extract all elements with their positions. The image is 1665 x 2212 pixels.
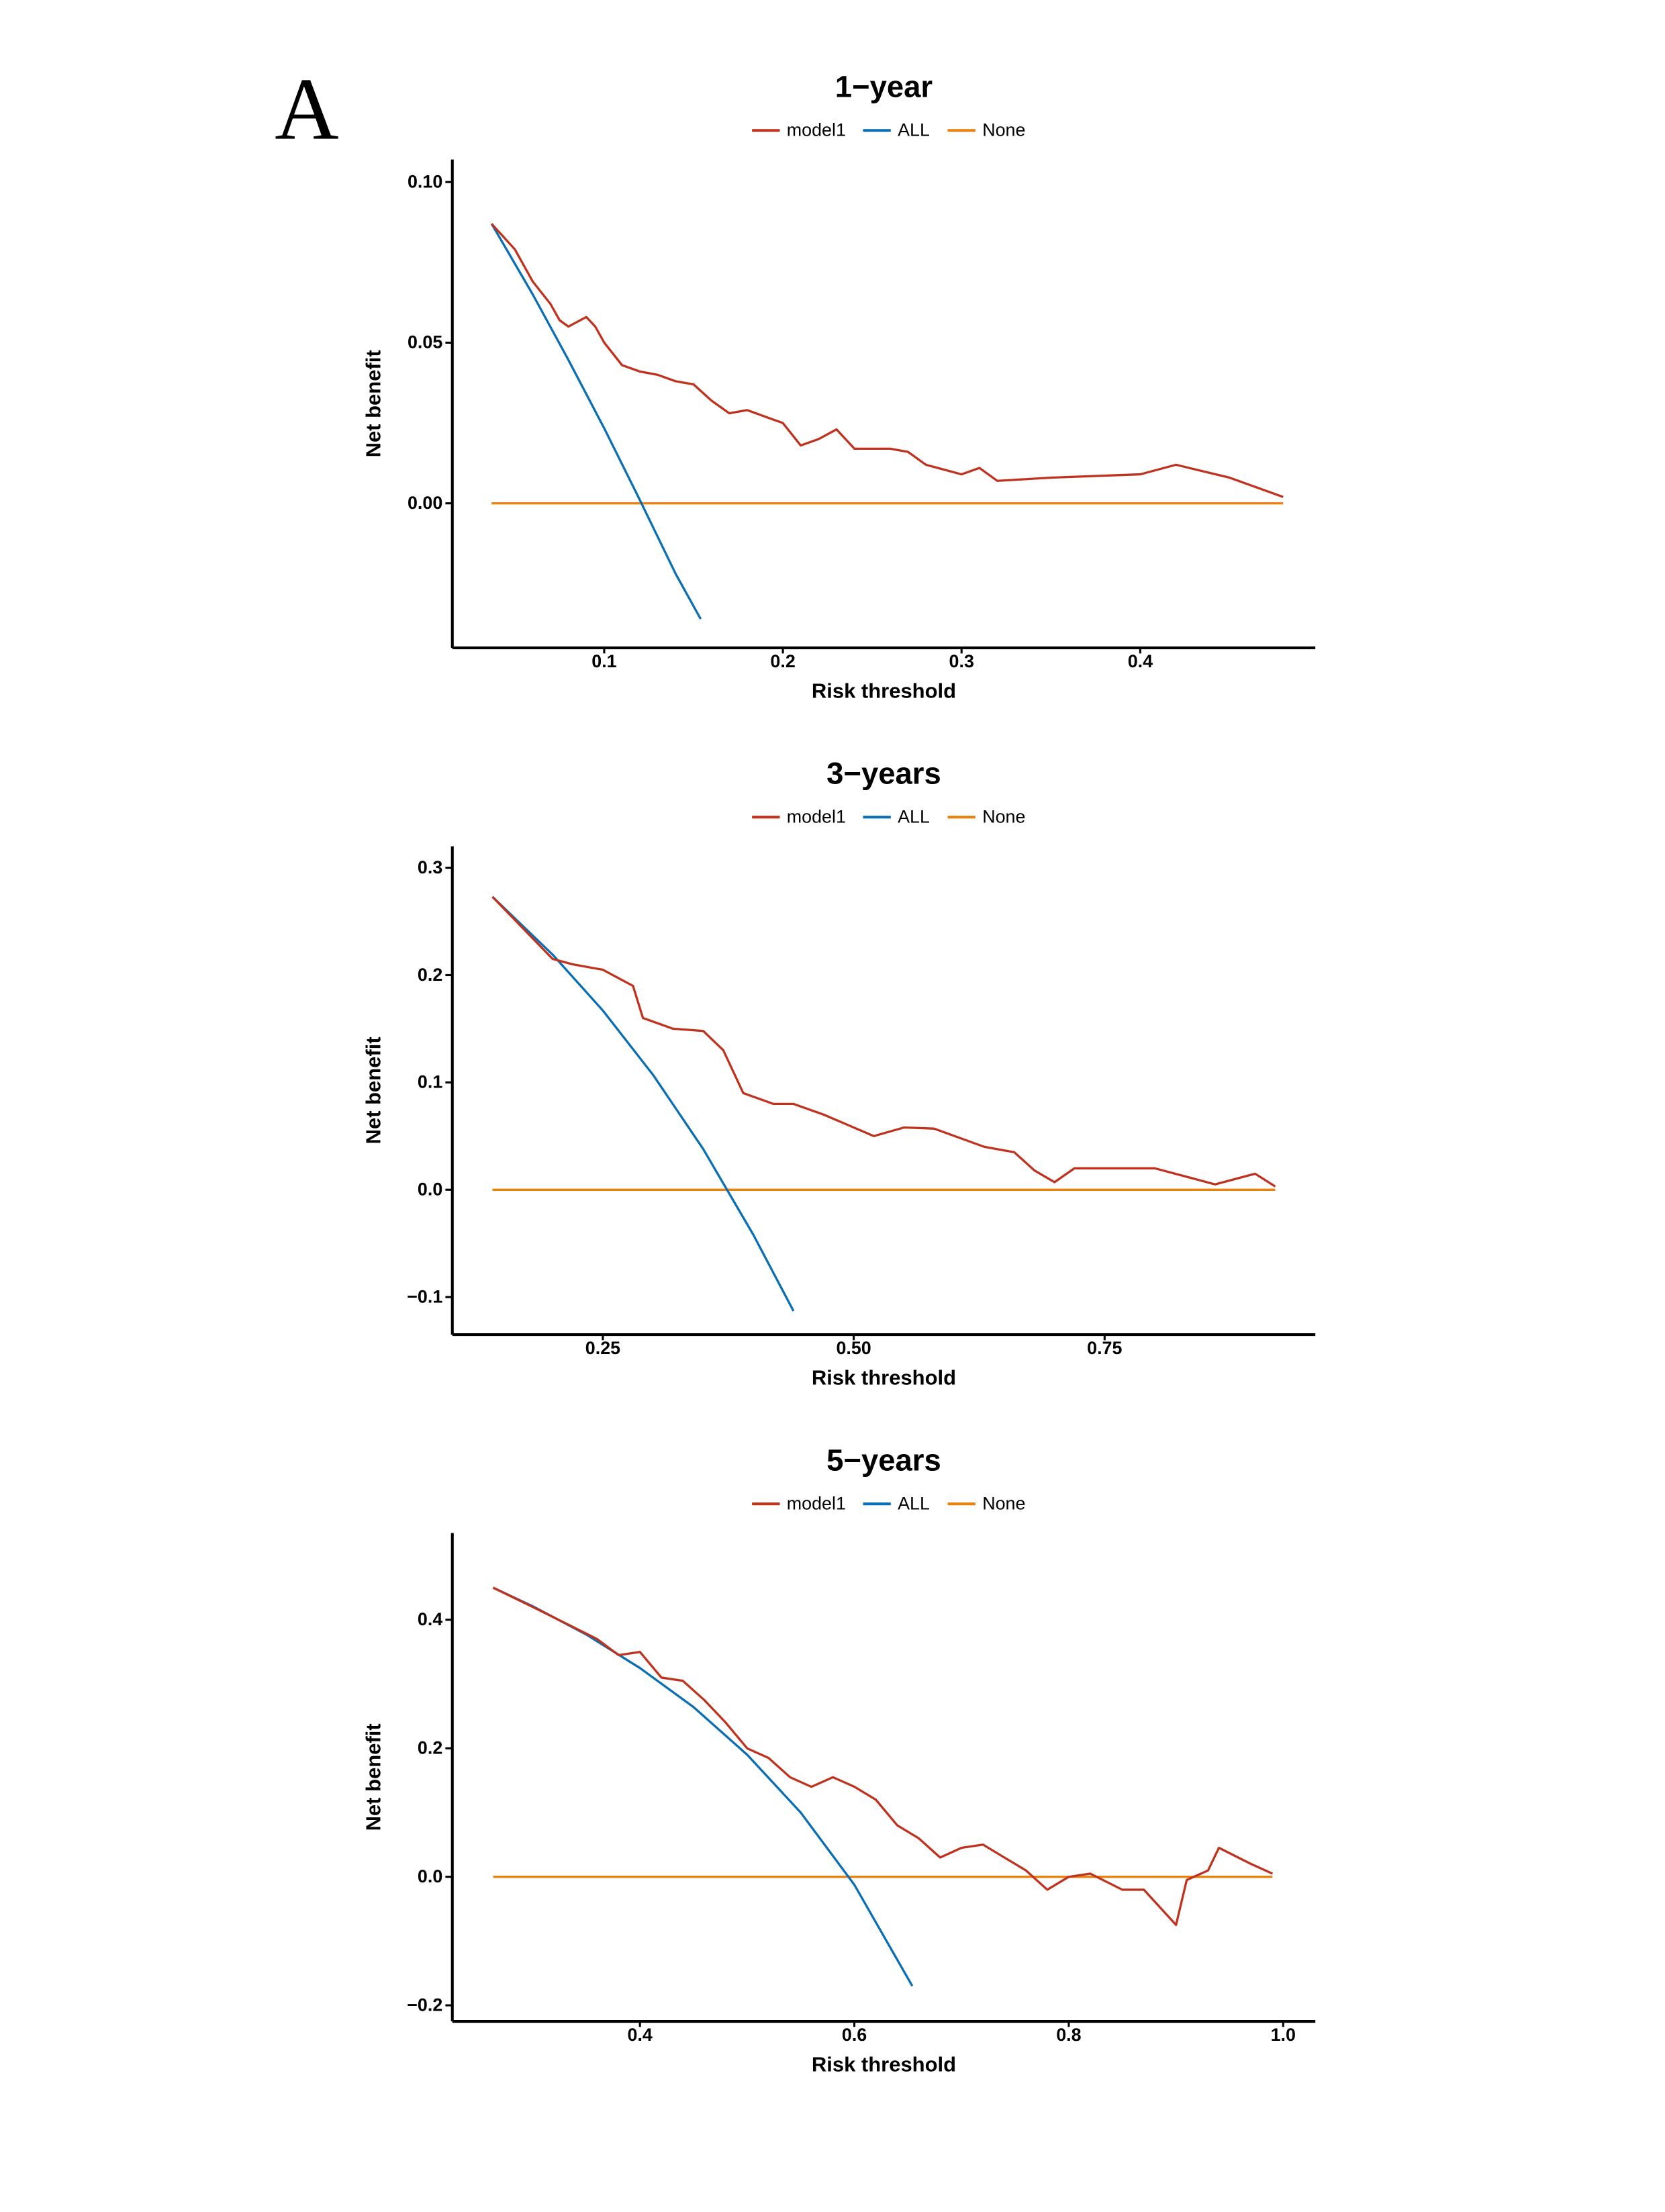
y-tick-label: 0.3 xyxy=(418,857,442,877)
x-tick-label: 0.4 xyxy=(1128,651,1153,671)
x-tick-label: 0.25 xyxy=(585,1338,620,1358)
x-axis-label: Risk threshold xyxy=(812,2052,956,2076)
x-tick-label: 0.3 xyxy=(949,651,974,671)
y-tick-label: 0.2 xyxy=(418,965,442,985)
legend-label-model1: model1 xyxy=(787,806,846,826)
legend-label-none: None xyxy=(982,120,1025,140)
chart-title: 5−years xyxy=(826,1443,941,1478)
y-axis-label: Net benefit xyxy=(361,1037,385,1144)
y-tick-label: 0.2 xyxy=(418,1738,442,1758)
series-line-all xyxy=(492,1586,914,1987)
y-tick-label: −0.2 xyxy=(407,1994,442,2015)
legend-label-all: ALL xyxy=(898,120,930,140)
panel-label: A xyxy=(275,60,339,158)
legend-label-all: ALL xyxy=(898,1493,930,1513)
x-tick-label: 0.6 xyxy=(842,2025,867,2045)
series-line-all xyxy=(490,223,702,620)
y-tick-label: 0.0 xyxy=(418,1180,442,1200)
legend-label-none: None xyxy=(982,806,1025,826)
chart-1: 1−year model1 ALL None 0.1 0.2 0.3 0.4 0.10 0.05 0… xyxy=(361,70,1316,703)
x-tick-label: 0.1 xyxy=(591,651,616,671)
y-tick-label: 0.0 xyxy=(418,1866,442,1886)
series-line-all xyxy=(491,896,795,1312)
y-tick-label: 0.1 xyxy=(418,1072,442,1092)
y-axis-label: Net benefit xyxy=(361,350,385,457)
y-tick-label: −0.1 xyxy=(407,1286,442,1306)
chart-title: 3−years xyxy=(826,757,941,791)
x-axis-label: Risk threshold xyxy=(812,1365,956,1389)
y-tick-label: 0.10 xyxy=(408,171,442,191)
chart-3: 5−years model1 ALL None 0.4 0.6 0.8 1.0 0.4 0.2 0.… xyxy=(361,1443,1316,2076)
legend-label-model1: model1 xyxy=(787,1493,846,1513)
legend-label-none: None xyxy=(982,1493,1025,1513)
y-tick-label: 0.00 xyxy=(408,493,442,513)
chart-title: 1−year xyxy=(835,70,933,104)
legend-label-all: ALL xyxy=(898,806,930,826)
series-line-model1 xyxy=(492,1586,1274,1927)
x-tick-label: 0.2 xyxy=(770,651,795,671)
x-tick-label: 0.75 xyxy=(1087,1338,1122,1358)
x-tick-label: 1.0 xyxy=(1271,2025,1296,2045)
y-tick-label: 0.05 xyxy=(408,332,442,352)
legend-label-model1: model1 xyxy=(787,120,846,140)
y-axis-label: Net benefit xyxy=(361,1723,385,1831)
x-tick-label: 0.4 xyxy=(628,2025,653,2045)
y-tick-label: 0.4 xyxy=(418,1609,442,1629)
series-line-model1 xyxy=(491,896,1276,1188)
chart-2: 3−years model1 ALL None 0.25 0.50 0.75 0.3 0.2 0.… xyxy=(361,757,1316,1389)
x-tick-label: 0.50 xyxy=(836,1338,871,1358)
x-tick-label: 0.8 xyxy=(1056,2025,1081,2045)
series-line-model1 xyxy=(491,223,1284,498)
x-axis-label: Risk threshold xyxy=(812,679,956,703)
